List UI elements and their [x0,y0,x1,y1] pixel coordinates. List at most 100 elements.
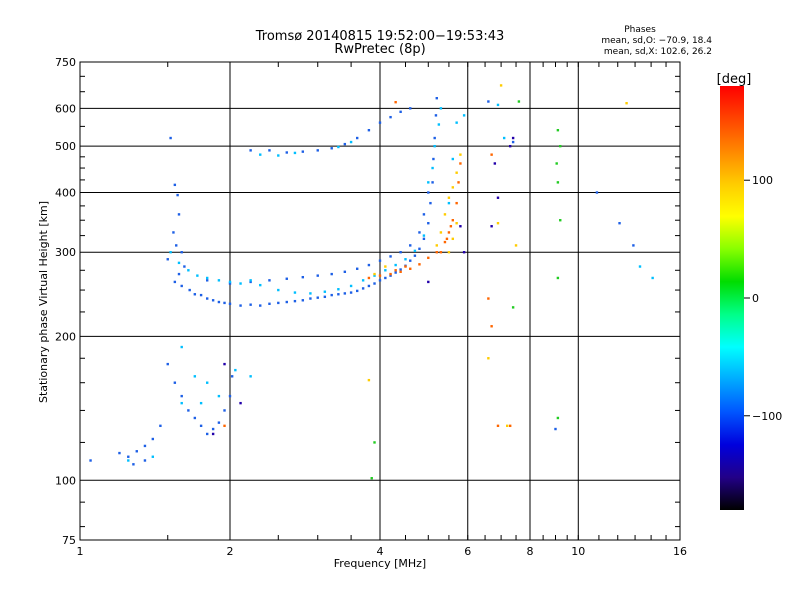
data-point [459,153,462,156]
data-point [505,424,509,428]
colorbar-tick-label: 0 [752,292,759,305]
data-point [422,237,426,241]
data-point [355,289,359,293]
data-point [435,251,438,254]
data-point [409,267,412,270]
data-point [259,153,262,156]
data-point [293,291,297,294]
data-point [496,222,500,225]
data-point [618,222,621,225]
chart-subtitle: RwPretec (8p) [334,42,425,57]
data-point [330,272,333,276]
data-point [285,300,288,304]
data-point [418,231,421,234]
data-point [399,270,402,273]
colorbar-tick-label: 100 [752,174,773,187]
x-tick-label: 2 [227,545,234,558]
data-point [394,271,397,274]
data-point [361,279,365,282]
data-point [217,279,221,282]
data-point [508,144,512,148]
data-point [451,237,455,241]
data-point [217,300,221,304]
data-point [437,123,441,126]
data-point [169,136,172,140]
y-axis-label: Stationary phase Virtual Height [km] [37,201,50,403]
data-point [277,154,280,157]
data-point [193,375,197,378]
colorbar-ticks: 100 0 −100 [744,174,782,423]
data-point [277,288,280,292]
data-point [211,427,215,431]
axis-ticks [79,62,681,540]
data-point [309,292,312,295]
data-point [199,401,203,405]
data-point [239,282,242,285]
data-point [394,100,397,104]
data-point [439,251,443,254]
data-point [188,288,191,292]
data-point [511,136,515,140]
data-point [349,284,353,288]
data-point [367,378,371,382]
data-point [625,101,628,105]
data-point [309,297,312,300]
data-point [259,283,262,287]
data-point [268,279,271,282]
data-point [427,256,430,260]
data-point [418,263,421,266]
data-point [487,100,490,103]
grid-lines [80,62,680,540]
data-point [399,251,402,254]
data-point [205,432,209,436]
data-point [223,301,226,305]
data-point [493,162,497,165]
y-tick-label: 300 [55,246,76,259]
data-point [196,274,199,277]
data-point [217,421,221,424]
colorbar-gradient [720,86,744,510]
data-point [337,293,340,296]
data-point [367,284,371,288]
data-point [447,231,451,234]
data-point [175,244,178,247]
data-point [418,247,421,250]
data-point [367,263,371,267]
data-point [301,275,305,279]
x-axis-label: Frequency [MHz] [334,557,426,570]
data-point [496,103,500,107]
y-tick-label: 500 [55,140,76,153]
data-point [277,301,280,305]
data-point [301,299,305,302]
data-point [554,427,557,431]
data-point [490,225,493,228]
colorbar-label: [deg] [717,72,752,87]
data-point [459,162,462,165]
data-point [180,251,183,254]
data-point [556,128,560,132]
data-point [234,368,237,372]
data-point [373,274,376,277]
data-point [517,100,521,103]
data-point [409,244,412,247]
data-point [166,362,169,366]
x-tick-labels: 1 2 4 6 8 10 16 [77,545,688,558]
data-point [193,416,197,420]
data-point [409,259,412,262]
data-point [384,265,387,268]
data-point [199,293,203,297]
data-point [151,455,155,458]
data-point [389,255,392,258]
data-point [205,279,209,282]
data-point [343,270,347,273]
data-point [447,196,451,199]
data-point [228,302,232,305]
data-point [449,225,453,228]
data-point [427,181,430,184]
data-point [180,401,183,405]
data-point [378,121,382,124]
data-point [180,345,183,349]
data-point [228,394,232,398]
data-point [439,231,443,234]
data-point [173,280,177,284]
